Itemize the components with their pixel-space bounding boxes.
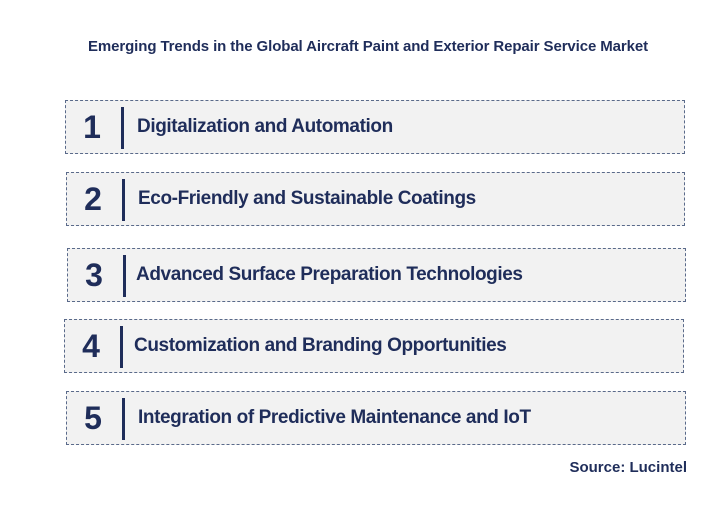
page-title: Emerging Trends in the Global Aircraft P… — [88, 38, 649, 55]
trend-number: 3 — [85, 256, 103, 293]
trend-number: 4 — [82, 327, 100, 364]
trend-number: 5 — [84, 399, 102, 436]
trend-number: 2 — [84, 180, 102, 217]
trend-divider — [121, 107, 124, 149]
trend-label: Eco-Friendly and Sustainable Coatings — [138, 188, 476, 209]
trend-label: Advanced Surface Preparation Technologie… — [136, 264, 523, 285]
trend-divider — [122, 179, 125, 221]
trend-item-4: 4 Customization and Branding Opportuniti… — [64, 319, 684, 373]
trend-item-3: 3 Advanced Surface Preparation Technolog… — [67, 248, 686, 302]
trend-item-5: 5 Integration of Predictive Maintenance … — [66, 391, 686, 445]
trend-item-2: 2 Eco-Friendly and Sustainable Coatings — [66, 172, 685, 226]
trend-item-1: 1 Digitalization and Automation — [65, 100, 685, 154]
trend-divider — [120, 326, 123, 368]
trend-number: 1 — [83, 108, 101, 145]
trend-divider — [123, 255, 126, 297]
source-note: Source: Lucintel — [569, 459, 687, 476]
trend-divider — [122, 398, 125, 440]
trend-label: Integration of Predictive Maintenance an… — [138, 407, 531, 428]
trend-label: Customization and Branding Opportunities — [134, 335, 507, 356]
trend-label: Digitalization and Automation — [137, 116, 393, 137]
